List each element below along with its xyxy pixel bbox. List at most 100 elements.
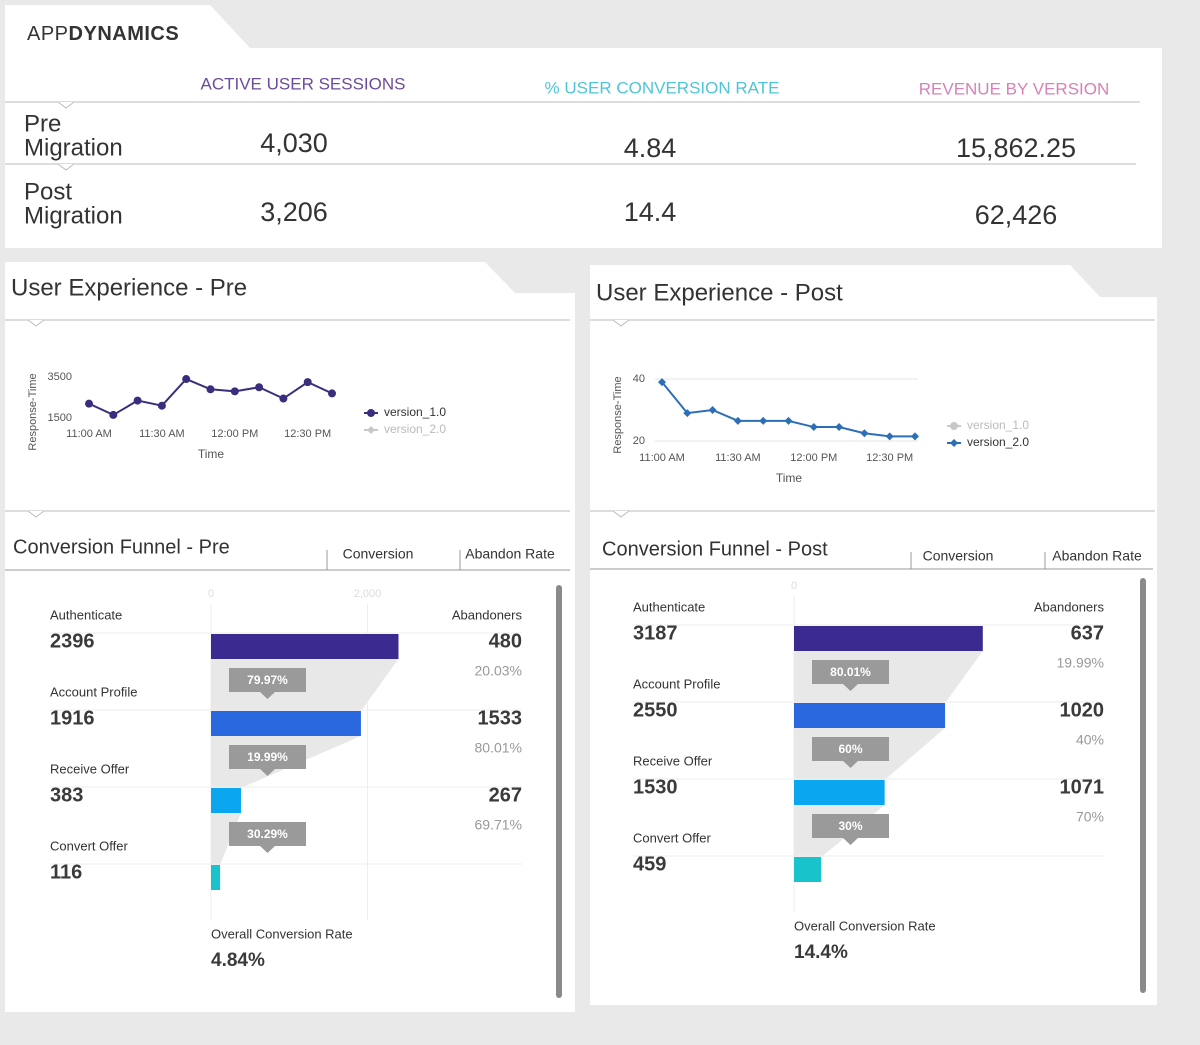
data-point xyxy=(759,416,768,425)
abandon-rate: 40% xyxy=(1076,732,1104,748)
x-tick-label: 12:00 PM xyxy=(790,452,837,464)
funnel-column: Abandon Rate xyxy=(1052,548,1142,564)
y-axis-title: Response-Time xyxy=(27,373,39,450)
abandon-rate: 19.99% xyxy=(1057,655,1104,671)
x-tick-label: 11:30 AM xyxy=(139,428,185,440)
notch xyxy=(27,319,45,327)
summary-value: 4,030 xyxy=(260,128,328,158)
stage-value: 116 xyxy=(50,861,82,883)
x-tick-label: 0 xyxy=(208,588,214,600)
panel-title: User Experience - Pre xyxy=(11,274,247,301)
notch xyxy=(57,163,75,171)
data-point xyxy=(708,406,717,414)
abandon-rate: 70% xyxy=(1076,809,1104,825)
funnel-bar xyxy=(794,857,822,882)
x-tick-label: 2,000 xyxy=(354,588,382,600)
data-point xyxy=(784,416,793,425)
notch xyxy=(612,510,630,518)
scrollbar xyxy=(1140,578,1146,993)
funnel-title: Conversion Funnel - Post xyxy=(602,538,828,560)
legend-marker xyxy=(950,422,958,430)
notch xyxy=(57,101,75,109)
abandon-rate: 20.03% xyxy=(475,663,522,679)
stage-value: 459 xyxy=(633,853,666,875)
stage-value: 3187 xyxy=(633,622,678,644)
abandoners-header: Abandoners xyxy=(452,607,523,622)
x-tick-label: 11:00 AM xyxy=(639,452,685,464)
x-tick-label: 12:00 PM xyxy=(211,428,258,440)
funnel-bar xyxy=(211,711,361,736)
stage-name: Convert Offer xyxy=(50,838,128,853)
conversion-chevron xyxy=(229,822,306,853)
legend-marker xyxy=(367,409,375,417)
notch xyxy=(27,510,45,518)
abandoners-value: 637 xyxy=(1071,622,1104,644)
overall-label: Overall Conversion Rate xyxy=(211,926,353,941)
stage-name: Authenticate xyxy=(633,599,705,614)
abandoners-value: 1020 xyxy=(1060,699,1105,721)
data-point xyxy=(303,378,312,387)
data-point xyxy=(206,385,215,394)
x-tick-label: 12:30 PM xyxy=(866,452,913,464)
row-label: Pre xyxy=(24,110,61,137)
funnel-column: Abandon Rate xyxy=(465,546,555,562)
stage-value: 383 xyxy=(50,784,83,806)
notch xyxy=(612,319,630,327)
overall-value: 14.4% xyxy=(794,942,848,963)
funnel-bar xyxy=(794,626,983,651)
row-label: Migration xyxy=(24,134,123,161)
scrollbar xyxy=(556,585,562,998)
y-tick-label: 40 xyxy=(633,373,645,385)
conversion-chevron xyxy=(229,668,306,699)
legend-marker xyxy=(950,439,958,447)
x-tick-label: 12:30 PM xyxy=(284,428,331,440)
data-point xyxy=(835,423,844,432)
funnel-column: Conversion xyxy=(343,546,414,562)
x-tick-label: 11:30 AM xyxy=(715,452,761,464)
conversion-chevron xyxy=(812,737,889,768)
data-point xyxy=(658,378,666,387)
stage-value: 1916 xyxy=(50,707,95,729)
abandoners-value: 1533 xyxy=(478,707,523,729)
summary-value: 14.4 xyxy=(624,197,677,227)
summary-value: 3,206 xyxy=(260,197,328,227)
data-point xyxy=(911,432,919,441)
abandoners-value: 480 xyxy=(489,630,522,652)
data-point xyxy=(230,387,239,396)
funnel-title: Conversion Funnel - Pre xyxy=(13,536,230,558)
stage-value: 1530 xyxy=(633,776,678,798)
column-header: % USER CONVERSION RATE xyxy=(545,78,780,97)
conversion-rate: 80.01% xyxy=(830,665,871,679)
funnel-column: Conversion xyxy=(923,548,994,564)
legend-label: version_2.0 xyxy=(384,422,446,436)
legend-marker xyxy=(367,426,375,434)
abandoners-value: 1071 xyxy=(1060,776,1105,798)
data-point xyxy=(133,396,142,405)
abandon-rate: 69.71% xyxy=(475,817,522,833)
column-header: ACTIVE USER SESSIONS xyxy=(201,74,406,93)
row-label: Post xyxy=(24,178,72,205)
stage-name: Authenticate xyxy=(50,607,122,622)
x-axis-title: Time xyxy=(776,471,803,485)
conversion-chevron xyxy=(812,660,889,691)
data-point xyxy=(683,409,692,418)
x-axis-title: Time xyxy=(198,447,225,461)
stage-name: Account Profile xyxy=(633,676,720,691)
data-point xyxy=(860,429,869,438)
conversion-rate: 79.97% xyxy=(247,673,288,687)
stage-name: Receive Offer xyxy=(50,761,130,776)
data-point xyxy=(157,401,166,410)
logo-suffix: DYNAMICS xyxy=(69,23,180,45)
data-point xyxy=(328,389,336,398)
column-header: REVENUE BY VERSION xyxy=(919,79,1110,98)
logo-prefix: APP xyxy=(27,23,69,45)
y-tick-label: 3500 xyxy=(48,371,72,383)
data-point xyxy=(885,432,894,441)
stage-value: 2396 xyxy=(50,630,95,652)
funnel-bar xyxy=(211,865,221,890)
conversion-rate: 60% xyxy=(838,742,862,756)
x-tick-label: 0 xyxy=(791,580,797,592)
overall-value: 4.84% xyxy=(211,950,265,971)
abandoners-header: Abandoners xyxy=(1034,599,1105,614)
